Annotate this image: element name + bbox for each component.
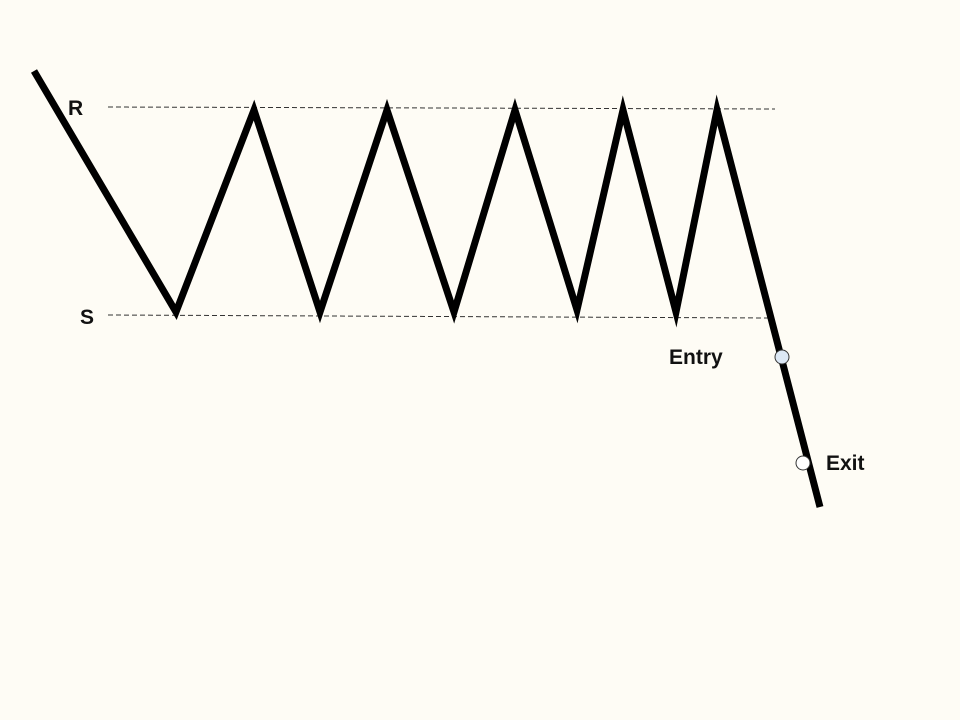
price-zigzag-line: [30, 69, 824, 508]
resistance-label: R: [68, 97, 83, 120]
exit-label: Exit: [826, 452, 865, 475]
resistance-level-line: [107, 106, 776, 110]
support-label: S: [80, 306, 94, 329]
support-level-line: [107, 314, 769, 319]
exit-marker: [795, 455, 811, 471]
entry-marker: [774, 349, 790, 365]
entry-label: Entry: [669, 346, 723, 369]
